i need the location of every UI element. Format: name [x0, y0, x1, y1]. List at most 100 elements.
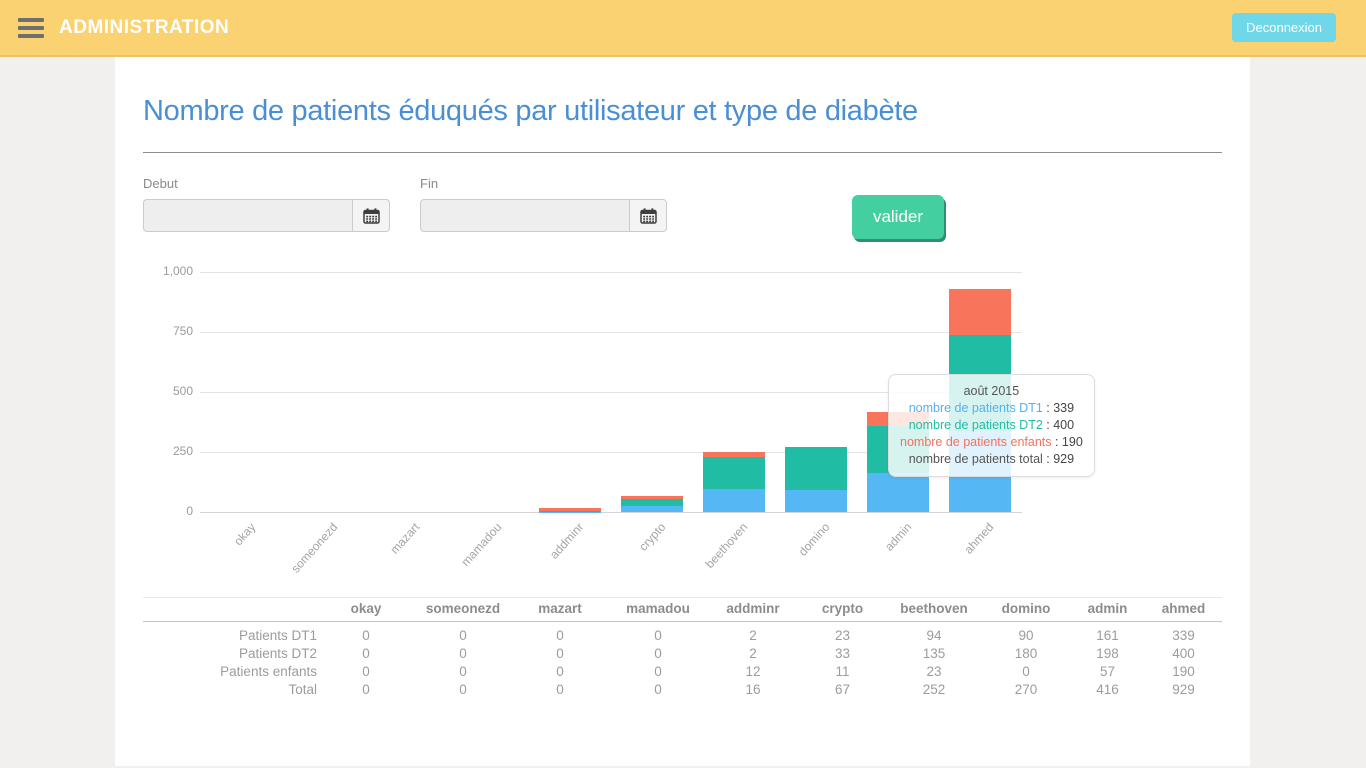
tooltip-series-value: : 190 — [1051, 435, 1083, 449]
table-cell: 400 — [1172, 646, 1195, 661]
gridline — [200, 272, 1022, 273]
table-row-label: Patients DT1 — [238, 628, 317, 643]
tooltip-series-label: nombre de patients DT2 — [908, 418, 1043, 432]
table-body: Patients DT1 0 0 0 0 2 23 94 90 161 339 Patients DT… — [143, 622, 1222, 700]
table-cell: 198 — [1096, 646, 1119, 661]
table-cell: 929 — [1172, 682, 1195, 697]
table-cell: 23 — [834, 628, 851, 643]
start-date-input[interactable] — [143, 199, 352, 232]
table-cell: 0 — [362, 646, 370, 661]
table-cell: 0 — [654, 628, 662, 643]
table-cell: 57 — [1099, 664, 1116, 679]
bar-segment[interactable] — [703, 451, 765, 458]
gridline — [200, 512, 1022, 513]
chart-tooltip: août 2015 nombre de patients DT1 : 339 nom… — [888, 374, 1095, 477]
calendar-icon — [362, 207, 380, 224]
end-date-label: Fin — [420, 176, 439, 191]
table-cell: 90 — [1018, 628, 1034, 643]
content-card: Nombre de patients éduqués par utilisate… — [115, 57, 1250, 766]
bar-segment[interactable] — [621, 495, 683, 499]
table-column-header: addminr — [707, 597, 799, 622]
tooltip-series-label: nombre de patients DT1 — [908, 401, 1043, 415]
table-column-header: mamadou — [609, 597, 707, 622]
table-cell: 0 — [654, 664, 662, 679]
tooltip-series-value: : 929 — [1042, 452, 1075, 466]
table-cell: 11 — [835, 664, 850, 679]
table-cell: 0 — [556, 646, 564, 661]
bar-segment[interactable] — [621, 498, 683, 507]
table-row-label: Patients DT2 — [238, 646, 317, 661]
table-cell: 416 — [1096, 682, 1119, 697]
bar-segment[interactable] — [785, 447, 847, 491]
table-cell: 252 — [922, 682, 946, 697]
table-cell: 135 — [922, 646, 946, 661]
table-cell: 0 — [556, 682, 564, 697]
table-cell: 161 — [1096, 628, 1119, 643]
end-date-calendar-button[interactable] — [629, 199, 667, 232]
start-date-calendar-button[interactable] — [352, 199, 390, 232]
table-row: Patients DT2 0 0 0 0 2 33 135 180 198 400 — [143, 645, 1222, 663]
table-corner-cell — [143, 597, 317, 622]
bar-segment[interactable] — [949, 289, 1011, 335]
table-column-header: beethoven — [886, 597, 982, 622]
start-date-group — [143, 199, 390, 232]
table-row: Patients DT1 0 0 0 0 2 23 94 90 161 339 — [143, 622, 1222, 646]
menu-icon[interactable] — [18, 17, 44, 38]
tooltip-line: nombre de patients total : 929 — [900, 451, 1083, 468]
divider — [143, 152, 1222, 153]
tooltip-line: nombre de patients DT1 : 339 — [900, 400, 1083, 417]
table-column-header: crypto — [799, 597, 886, 622]
table-cell: 0 — [459, 664, 467, 679]
gridline — [200, 332, 1022, 333]
tooltip-series-label: nombre de patients total — [908, 452, 1043, 466]
table-row: Patients enfants 0 0 0 0 12 11 23 0 57 190 — [143, 663, 1222, 681]
table-cell: 12 — [745, 664, 761, 679]
bar-segment[interactable] — [703, 489, 765, 512]
table-column-header: okay — [317, 597, 415, 622]
bar-segment[interactable] — [785, 490, 847, 512]
table-cell: 0 — [556, 664, 564, 679]
logout-button[interactable]: Deconnexion — [1232, 13, 1336, 42]
table-column-header: ahmed — [1145, 597, 1222, 622]
start-date-label: Debut — [143, 176, 178, 191]
tooltip-title: août 2015 — [963, 384, 1020, 398]
page-title: Nombre de patients éduqués par utilisate… — [143, 95, 918, 127]
calendar-icon — [639, 207, 657, 224]
table-cell: 339 — [1172, 628, 1195, 643]
tooltip-series-label: nombre de patients enfants — [900, 435, 1052, 449]
tooltip-line: nombre de patients enfants : 190 — [900, 434, 1083, 451]
table-cell: 0 — [459, 646, 467, 661]
tooltip-series-value: : 339 — [1042, 401, 1075, 415]
y-axis-tick-label: 500 — [172, 384, 193, 398]
table-cell: 0 — [362, 628, 370, 643]
table-cell: 0 — [459, 628, 467, 643]
tooltip-line: nombre de patients DT2 : 400 — [900, 417, 1083, 434]
table-cell: 16 — [745, 682, 761, 697]
table-cell: 33 — [834, 646, 851, 661]
table-cell: 0 — [654, 682, 662, 697]
y-axis-tick-label: 1,000 — [162, 264, 193, 278]
table-cell: 0 — [459, 682, 467, 697]
table-column-header: mazart — [511, 597, 609, 622]
bar-segment[interactable] — [703, 457, 765, 490]
submit-button[interactable]: valider — [852, 195, 944, 239]
tooltip-series-value: : 400 — [1042, 418, 1075, 432]
bar-segment[interactable] — [621, 506, 683, 512]
end-date-input[interactable] — [420, 199, 629, 232]
table-row-label: Total — [288, 682, 317, 697]
table-cell: 94 — [926, 628, 942, 643]
bar-segment[interactable] — [539, 508, 601, 512]
table-cell: 0 — [654, 646, 662, 661]
table-cell: 67 — [834, 682, 851, 697]
bar-segment[interactable] — [867, 473, 929, 512]
y-axis-tick-label: 0 — [186, 504, 193, 518]
table-cell: 180 — [1014, 646, 1038, 661]
table-cell: 270 — [1014, 682, 1038, 697]
table-row: Total 0 0 0 0 16 67 252 270 416 929 — [143, 681, 1222, 699]
table-column-header: admin — [1070, 597, 1145, 622]
end-date-group — [420, 199, 667, 232]
table-cell: 2 — [749, 646, 757, 661]
app-title: ADMINISTRATION — [59, 16, 230, 38]
gridline — [200, 452, 1022, 453]
table-cell: 2 — [749, 628, 757, 643]
